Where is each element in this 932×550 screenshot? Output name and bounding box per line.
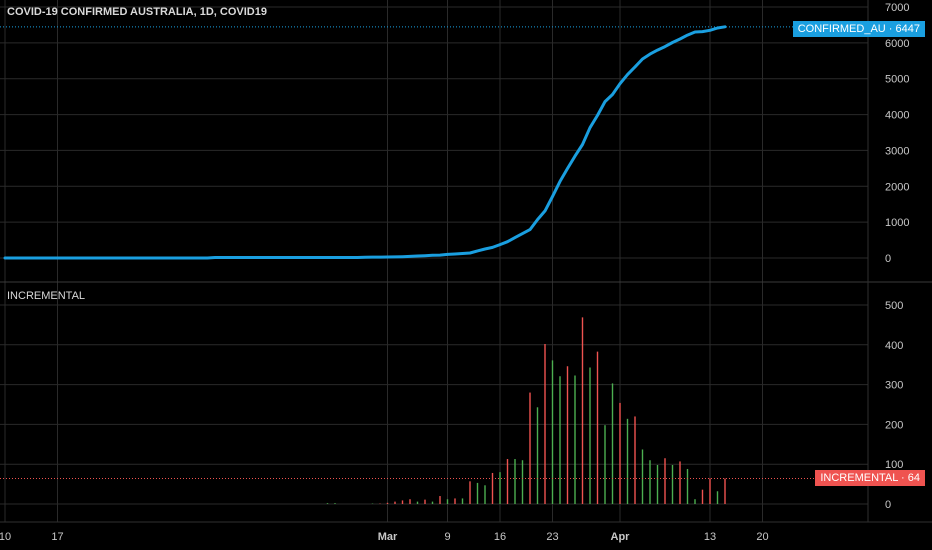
grid <box>0 0 932 523</box>
y-tick-label: 200 <box>885 419 903 431</box>
x-tick-label: Apr <box>611 531 631 543</box>
x-tick-label: 16 <box>494 531 506 543</box>
y-tick-label: 5000 <box>885 74 909 86</box>
y-tick-label: 0 <box>885 253 891 265</box>
x-tick-label: 23 <box>546 531 558 543</box>
incremental-pane-title: INCREMENTAL <box>7 290 86 302</box>
x-tick-label: 13 <box>704 531 716 543</box>
y-tick-label: 6000 <box>885 38 909 50</box>
y-tick-label: 3000 <box>885 145 909 157</box>
y-tick-label: 300 <box>885 380 903 392</box>
y-tick-label: 500 <box>885 300 903 312</box>
y-tick-label: 7000 <box>885 2 909 14</box>
y-tick-label: 4000 <box>885 110 909 122</box>
x-tick-label: 17 <box>51 531 63 543</box>
y-tick-label: 100 <box>885 459 903 471</box>
y-axis-labels: 0 1000 2000 3000 4000 5000 6000 7000 0 100 200 300 4… <box>885 2 909 511</box>
x-tick-label: 9 <box>444 531 450 543</box>
y-tick-label: 0 <box>885 499 891 511</box>
x-tick-label: Mar <box>378 531 398 543</box>
chart-title: COVID-19 CONFIRMED AUSTRALIA, 1D, COVID1… <box>7 6 267 18</box>
confirmed-last-value-badge: CONFIRMED_AU · 6447 <box>792 21 925 37</box>
confirmed-line-group <box>3 25 727 260</box>
incremental-last-value-badge: INCREMENTAL · 64 <box>815 470 925 486</box>
y-tick-label: 1000 <box>885 217 909 229</box>
x-tick-label: 10 <box>0 531 11 543</box>
confirmed-line <box>3 25 727 260</box>
y-tick-label: 2000 <box>885 181 909 193</box>
x-axis-labels: 10 17 Mar 9 16 23 Apr 13 20 <box>0 531 769 543</box>
x-tick-label: 20 <box>756 531 768 543</box>
last-value-guides <box>0 26 868 480</box>
y-tick-label: 400 <box>885 340 903 352</box>
